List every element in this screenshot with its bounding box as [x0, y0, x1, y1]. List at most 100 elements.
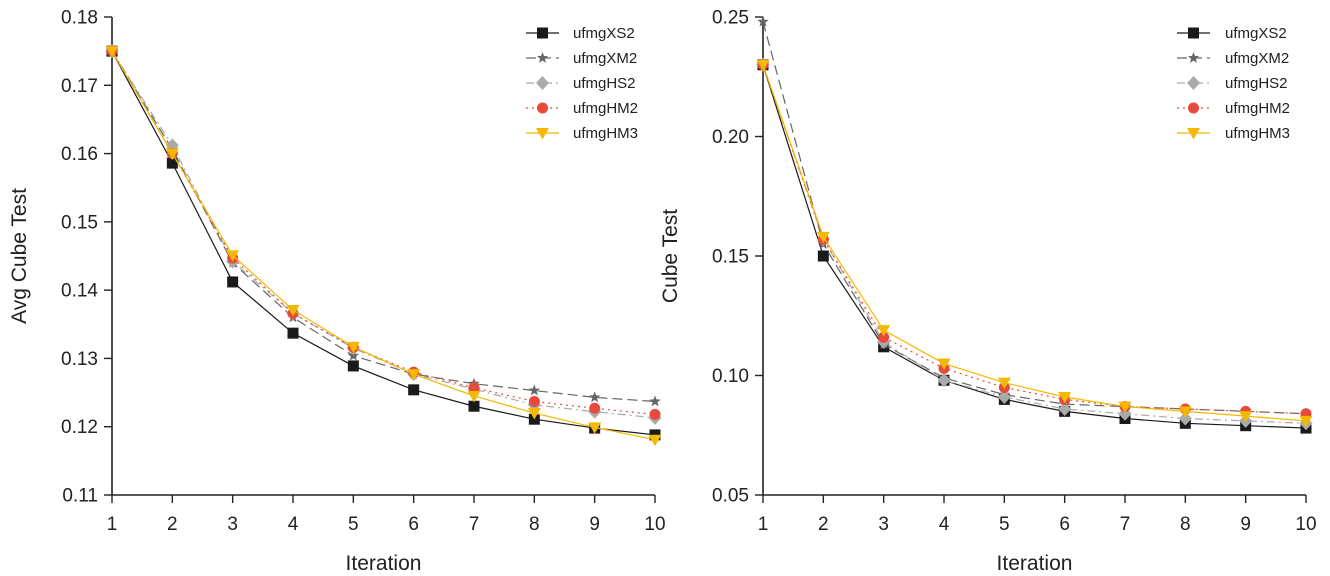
y-tick-label: 0.16: [61, 144, 98, 165]
legend-item: ufmgHM3: [1177, 125, 1290, 142]
data-point: [105, 46, 119, 58]
legend-label: ufmgXM2: [1225, 50, 1289, 67]
series-line: [111, 50, 656, 436]
y-tick-label: 0.25: [712, 8, 749, 29]
data-point: [588, 391, 601, 403]
y-tick-label: 0.11: [62, 486, 98, 507]
series-ufmgHM3: [756, 59, 1313, 428]
y-tick-label: 0.20: [712, 127, 749, 148]
data-point: [649, 395, 661, 407]
series-line: [762, 64, 1307, 429]
data-point: [1178, 411, 1192, 426]
x-tick-label: 7: [1120, 514, 1131, 535]
legend-item: ufmgHS2: [526, 75, 636, 92]
data-point: [816, 231, 830, 244]
data-point: [286, 304, 300, 317]
legend-marker: [1188, 102, 1199, 114]
legend-marker: [536, 52, 549, 63]
legend: ufmgXS2 ufmgXM2 ufmgHS2 ufmgHM2 ufmgHM3: [1177, 25, 1290, 142]
legend-label: ufmgHM3: [573, 125, 638, 142]
series-line: [111, 50, 656, 403]
right-chart-panel: 0.05 0.10 0.15 0.20 0.25 1 2 3 4 5 6 7 8 9 10 Iteration…: [659, 8, 1317, 576]
data-point: [757, 15, 769, 27]
legend-marker: [1187, 52, 1200, 63]
legend-item: ufmgHM2: [1177, 100, 1290, 117]
legend-item: ufmgXS2: [526, 25, 635, 42]
x-tick-label: 7: [469, 514, 480, 535]
x-tick-label: 5: [999, 514, 1010, 535]
legend-item: ufmgHM2: [526, 100, 638, 117]
legend-marker: [536, 76, 549, 90]
data-point: [528, 384, 541, 396]
data-point: [468, 400, 480, 412]
y-tick-label: 0.14: [61, 281, 98, 302]
legend-label: ufmgHS2: [1225, 75, 1288, 92]
legend-item: ufmgXM2: [1177, 50, 1289, 67]
legend-marker: [537, 27, 548, 39]
legend-item: ufmgXS2: [1177, 25, 1287, 42]
data-point: [527, 408, 541, 420]
x-tick-label: 5: [348, 514, 359, 535]
y-tick-label: 0.15: [712, 247, 749, 268]
y-axis-title: Cube Test: [659, 209, 682, 303]
x-tick-label: 4: [288, 514, 299, 535]
legend-item: ufmgXM2: [526, 50, 637, 67]
data-point: [1058, 401, 1072, 416]
y-tick-label: 0.15: [61, 212, 98, 233]
x-axis-title: Iteration: [346, 552, 422, 575]
data-point: [1058, 392, 1072, 404]
legend-label: ufmgXS2: [1225, 25, 1287, 42]
data-point: [227, 276, 239, 288]
data-point: [165, 148, 179, 161]
data-point: [937, 358, 951, 371]
y-tick-label: 0.12: [61, 417, 98, 438]
x-tick-label: 10: [644, 514, 665, 535]
legend-marker: [1187, 128, 1200, 140]
legend-marker: [1188, 27, 1199, 39]
legend-label: ufmgHM2: [573, 100, 638, 117]
data-point: [997, 377, 1011, 390]
data-point: [648, 434, 662, 447]
x-tick-label: 8: [1180, 514, 1191, 535]
data-point: [528, 395, 540, 407]
legend-label: ufmgHM3: [1225, 125, 1290, 142]
data-point: [468, 382, 480, 394]
data-point: [467, 390, 481, 403]
x-tick-label: 9: [589, 514, 600, 535]
x-tick-label: 6: [1059, 514, 1070, 535]
y-axis-title: Avg Cube Test: [8, 188, 31, 324]
data-point: [877, 325, 891, 337]
series-line: [111, 50, 656, 419]
data-point: [166, 157, 178, 169]
series-line: [762, 64, 1307, 424]
legend-label: ufmgHM2: [1225, 100, 1290, 117]
data-point: [817, 250, 829, 262]
data-point: [1239, 411, 1253, 423]
x-tick-label: 3: [227, 514, 238, 535]
y-tick-label: 0.17: [61, 76, 98, 97]
x-tick-label: 1: [107, 514, 118, 535]
legend-marker: [537, 102, 548, 114]
series-line: [111, 50, 656, 441]
legend-label: ufmgXS2: [573, 25, 635, 42]
y-tick-label: 0.18: [61, 8, 98, 29]
data-point: [1118, 401, 1132, 414]
legend-marker: [1187, 76, 1200, 90]
x-tick-label: 3: [878, 514, 889, 535]
data-point: [1299, 415, 1313, 428]
x-tick-label: 1: [758, 514, 769, 535]
x-axis-title: Iteration: [997, 552, 1073, 575]
x-tick-label: 8: [529, 514, 540, 535]
data-point: [937, 373, 951, 388]
data-point: [287, 327, 299, 339]
data-point: [347, 360, 359, 372]
data-point: [649, 408, 661, 420]
y-tick-label: 0.10: [712, 366, 749, 387]
x-tick-label: 2: [167, 514, 178, 535]
data-point: [407, 369, 421, 381]
data-point: [1178, 406, 1192, 418]
series-ufmgHM3: [105, 46, 662, 447]
legend: ufmgXS2 ufmgXM2 ufmgHS2 ufmgHM2 ufmgHM3: [526, 25, 638, 142]
legend-item: ufmgHM3: [526, 125, 638, 142]
